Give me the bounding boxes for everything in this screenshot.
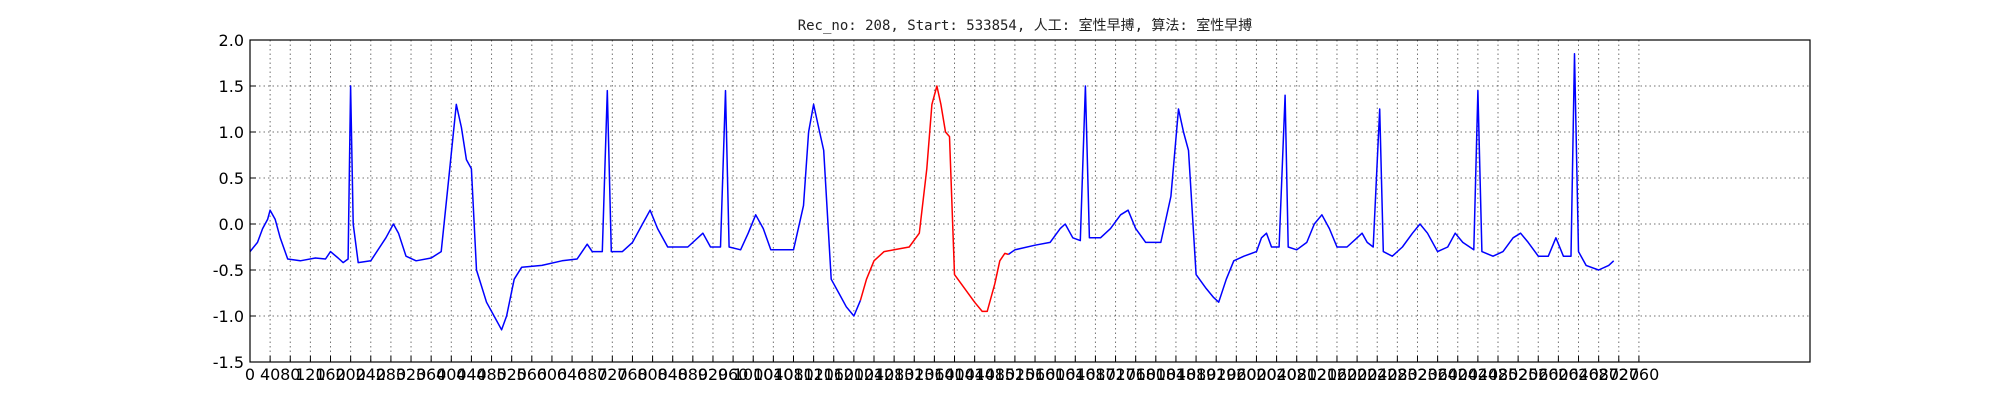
ecg-series-line-2 [1007,53,1615,303]
x-tick-label: 720 [597,365,628,384]
grid [249,39,1810,363]
y-tick-label: 2.0 [219,31,244,50]
x-tick-label: 1520 [995,365,1036,384]
y-tick-label: 0.0 [219,215,244,234]
x-tick-label: 520 [496,365,527,384]
chart-title: Rec_no: 208, Start: 533854, 人工: 室性早搏, 算法… [798,17,1253,34]
x-tick-label: 2560 [1518,365,1559,384]
x-tick-label: 1160 [813,365,854,384]
x-tick-label: 160 [315,365,346,384]
ecg-series-line-1 [859,85,1009,313]
x-tick-label: 1880 [1176,365,1217,384]
x-tick-label: 2480 [1478,365,1519,384]
y-tick-label: 1.0 [219,123,244,142]
x-tick-label: 1120 [793,365,834,384]
x-tick-label: 2360 [1417,365,1458,384]
x-tick-label: 1960 [1216,365,1257,384]
x-tick-label: 320 [396,365,427,384]
x-tick-label: 2080 [1276,365,1317,384]
x-tick-label: 80 [280,365,300,384]
x-tick-label: 1000 [733,365,774,384]
x-tick-label: 2280 [1377,365,1418,384]
x-tick-label: 840 [657,365,688,384]
x-tick-label: 1240 [854,365,895,384]
ecg-series-line-0 [249,85,862,331]
x-tick-label: 2520 [1498,365,1539,384]
x-tick-label: 1640 [1055,365,1096,384]
x-tick-label: 960 [718,365,749,384]
x-tick-label: 2240 [1357,365,1398,384]
y-tick-label: -1.0 [213,307,244,326]
x-tick-label: 1800 [1135,365,1176,384]
x-tick-label: 600 [537,365,568,384]
x-tick-label: 2640 [1558,365,1599,384]
x-tick-label: 1600 [1035,365,1076,384]
x-tick-label: 1480 [974,365,1015,384]
x-tick-label: 1320 [894,365,935,384]
x-tick-label: 1400 [934,365,975,384]
x-tick-label: 2160 [1317,365,1358,384]
x-tick-label: 2600 [1538,365,1579,384]
x-tick-label: 640 [557,365,588,384]
x-tick-label: 1720 [1095,365,1136,384]
x-tick-label: 1360 [914,365,955,384]
x-tick-label: 120 [295,365,326,384]
x-tick-label: 280 [376,365,407,384]
x-tick-label: 2680 [1578,365,1619,384]
x-tick-label: 920 [698,365,729,384]
x-tick-label: 1440 [954,365,995,384]
x-tick-label: 2200 [1337,365,1378,384]
x-tick-label: 760 [617,365,648,384]
x-tick-label: 2760 [1619,365,1660,384]
x-tick-label: 440 [456,365,487,384]
x-tick-label: 240 [356,365,387,384]
series-group [249,53,1615,331]
y-tick-label: 1.5 [219,77,244,96]
x-tick-label: 1040 [753,365,794,384]
x-tick-label: 2320 [1397,365,1438,384]
x-tick-label: 360 [416,365,447,384]
x-tick-label: 1760 [1115,365,1156,384]
x-tick-label: 480 [476,365,507,384]
x-tick-label: 880 [678,365,709,384]
x-tick-label: 200 [335,365,366,384]
x-tick-label: 400 [436,365,467,384]
x-tick-label: 1280 [874,365,915,384]
x-tick-label: 560 [517,365,548,384]
x-tick-label: 2000 [1236,365,1277,384]
x-tick-label: 2720 [1598,365,1639,384]
x-tick-label: 1200 [834,365,875,384]
plot-frame [249,39,1811,363]
x-tick-label: 1080 [773,365,814,384]
x-tick-label: 800 [637,365,668,384]
x-tick-label: 1920 [1196,365,1237,384]
x-tick-label: 1840 [1156,365,1197,384]
x-tick-label: 1680 [1075,365,1116,384]
x-tick-label: 2040 [1256,365,1297,384]
y-tick-label: -0.5 [213,261,244,280]
x-axis: 0 40 8012016020024028032036040044048052056… [245,356,1659,384]
x-tick-label: 2120 [1296,365,1337,384]
x-tick-label: 0 [245,365,255,384]
x-tick-label: 1560 [1015,365,1056,384]
x-tick-label: 40 [260,365,280,384]
y-tick-label: 0.5 [219,169,244,188]
x-tick-label: 2440 [1458,365,1499,384]
x-tick-label: 2400 [1437,365,1478,384]
y-tick-label: -1.5 [213,353,244,372]
x-tick-label: 680 [577,365,608,384]
